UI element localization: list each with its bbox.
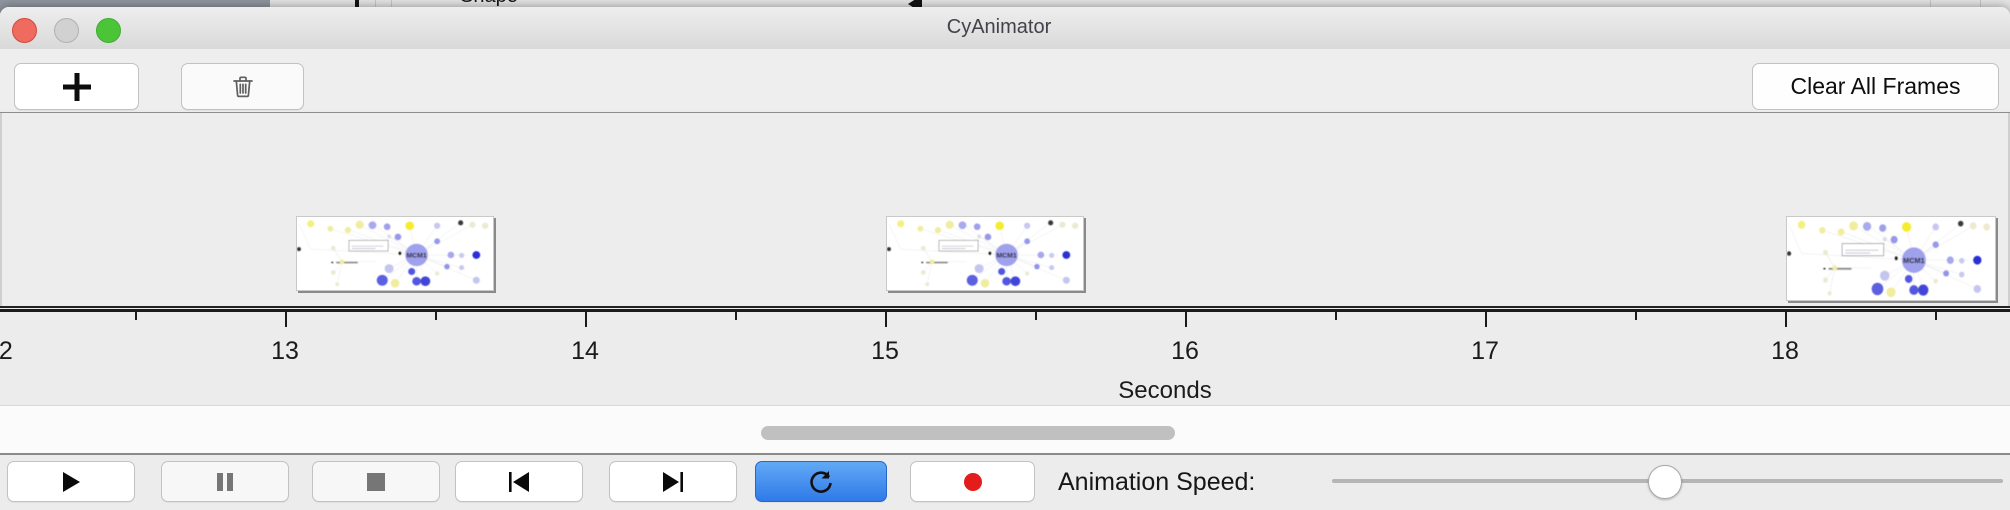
svg-text:MCM1: MCM1 [1903, 256, 1924, 265]
svg-text:MCM1: MCM1 [406, 252, 426, 259]
svg-text:MCM1: MCM1 [996, 252, 1016, 259]
